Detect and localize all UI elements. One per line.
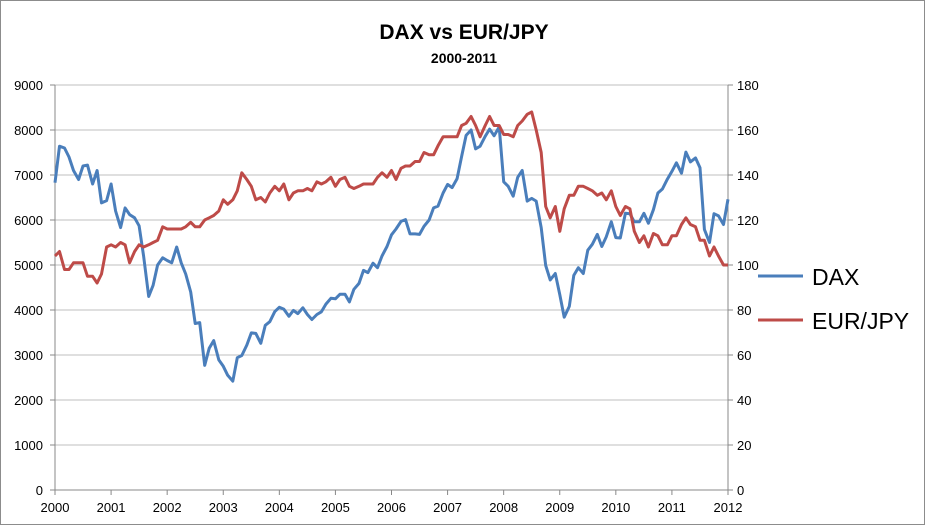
y-tick-label: 2000 — [14, 393, 43, 408]
chart-title: DAX vs EUR/JPY — [379, 21, 548, 44]
series-line-eurjpy — [53, 110, 728, 285]
y2-tick-label: 140 — [737, 168, 759, 183]
y-tick-label: 5000 — [14, 258, 43, 273]
y2-tick-label: 20 — [737, 438, 751, 453]
legend: DAX EUR/JPY — [758, 264, 909, 334]
x-tick-label: 2009 — [545, 500, 574, 515]
x-tick-label: 2011 — [658, 500, 686, 515]
y-tick-label: 7000 — [14, 168, 43, 183]
y2-tick-label: 60 — [737, 348, 751, 363]
y2-tick-label: 180 — [737, 78, 759, 93]
x-tick-label: 2004 — [265, 500, 294, 515]
x-tick-label: 2003 — [209, 500, 238, 515]
legend-label: EUR/JPY — [812, 308, 909, 334]
y-tick-label: 0 — [36, 483, 43, 498]
y-tick-label: 8000 — [14, 123, 43, 138]
y-tick-label: 1000 — [14, 438, 43, 453]
y2-tick-label: 120 — [737, 213, 759, 228]
y2-tick-label: 0 — [737, 483, 744, 498]
x-tick-label: 2002 — [153, 500, 182, 515]
y2-tick-label: 40 — [737, 393, 751, 408]
y-tick-label: 6000 — [14, 213, 43, 228]
axes: 0 1000 2000 3000 4000 5000 6000 7000 8000 9000 0 20… — [14, 78, 759, 515]
y2-tick-label: 100 — [737, 258, 759, 273]
x-tick-label: 2005 — [321, 500, 350, 515]
y-tick-label: 9000 — [14, 78, 43, 93]
series-lines — [53, 110, 730, 383]
gridlines — [55, 84, 728, 446]
x-tick-label: 2006 — [377, 500, 406, 515]
y-tick-label: 4000 — [14, 303, 43, 318]
legend-label: DAX — [812, 264, 859, 290]
x-tick-label: 2008 — [489, 500, 518, 515]
y2-tick-label: 80 — [737, 303, 751, 318]
x-tick-label: 2007 — [433, 500, 462, 515]
x-tick-label: 2001 — [97, 500, 126, 515]
chart-subtitle: 2000-2011 — [431, 50, 497, 66]
x-tick-label: 2012 — [714, 500, 743, 515]
y2-tick-label: 160 — [737, 123, 759, 138]
x-tick-label: 2010 — [601, 500, 630, 515]
y-tick-label: 3000 — [14, 348, 43, 363]
series-line-dax — [53, 125, 730, 383]
x-tick-label: 2000 — [41, 500, 70, 515]
